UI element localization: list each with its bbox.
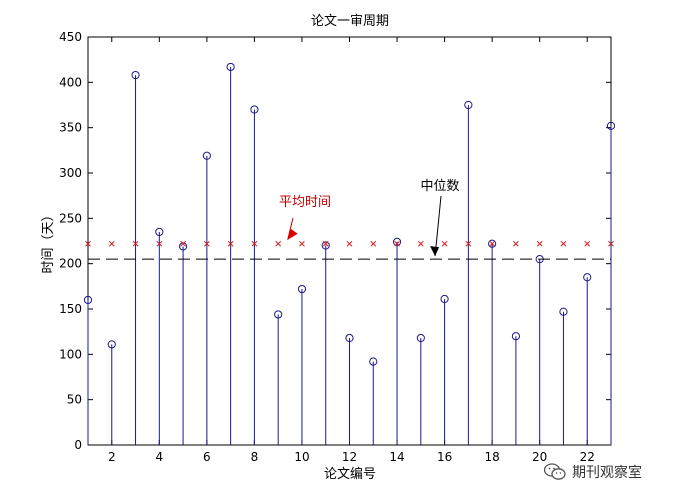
stem-marker <box>226 62 235 72</box>
stem-marker <box>250 105 259 114</box>
x-tick-label: 16 <box>437 450 452 464</box>
mean-marker <box>608 240 614 247</box>
mean-marker <box>417 240 424 247</box>
mean-marker <box>204 240 210 247</box>
mean-marker <box>584 240 591 247</box>
stem-marker <box>392 237 402 247</box>
y-tick-label: 250 <box>59 211 82 225</box>
mean-markers <box>85 240 614 247</box>
mean-arrow-line <box>287 217 294 240</box>
x-tick-label: 8 <box>251 450 259 464</box>
y-axis-label: 时间（天） <box>41 208 56 273</box>
x-tick-label: 12 <box>342 450 357 464</box>
mean-marker <box>394 240 400 247</box>
y-tick-label: 400 <box>59 75 82 89</box>
mean-marker <box>536 240 543 247</box>
stem-marker <box>345 333 354 343</box>
median-annotation: 中位数 <box>420 179 459 194</box>
mean-annotation: 平均时间 <box>279 195 331 210</box>
stem-marker <box>131 70 140 80</box>
x-tick-label: 10 <box>294 450 309 464</box>
annotations: 平均时间 中位数 <box>279 179 460 257</box>
stem-marker <box>107 340 116 349</box>
stem-marker <box>559 307 568 316</box>
y-tick-label: 50 <box>67 393 82 407</box>
x-tick-label: 20 <box>532 450 547 464</box>
stem-marker <box>83 295 93 305</box>
ticks: 0 50 100 150 200 250 300 350 400 450 2 4 6 8 10 12 14 16 1… <box>59 30 611 464</box>
stem-marker <box>416 333 425 343</box>
mean-marker <box>465 240 472 247</box>
mean-marker <box>513 240 519 247</box>
stem-marker <box>488 239 497 248</box>
x-tick-label: 22 <box>580 450 595 464</box>
mean-marker <box>227 240 234 247</box>
wechat-icon <box>544 463 566 480</box>
chart-title: 论文一审周期 <box>311 14 389 29</box>
y-tick-label: 350 <box>59 121 82 135</box>
mean-marker <box>560 240 567 247</box>
y-tick-label: 450 <box>59 30 82 44</box>
stem-marker <box>583 273 592 282</box>
median-arrow-line <box>434 195 442 257</box>
mean-marker <box>85 240 91 247</box>
stem-marker <box>274 310 283 319</box>
watermark-text: 期刊观察室 <box>572 465 642 481</box>
x-tick-label: 14 <box>389 450 404 464</box>
y-tick-label: 100 <box>59 347 82 361</box>
x-axis-label: 论文编号 <box>324 467 376 482</box>
x-tick-label: 4 <box>155 450 163 464</box>
y-tick-label: 300 <box>59 166 82 180</box>
mean-marker <box>275 240 282 247</box>
stem-marker <box>369 357 378 366</box>
mean-marker <box>251 240 258 247</box>
y-tick-label: 0 <box>74 438 82 452</box>
stem-marker <box>297 284 307 294</box>
watermark: 期刊观察室 <box>544 462 642 482</box>
y-tick-label: 150 <box>59 302 82 316</box>
stem-marker <box>155 227 164 237</box>
stem-marker <box>606 121 616 130</box>
mean-arrow-head <box>287 228 298 240</box>
stem-marker <box>178 242 188 251</box>
mean-marker <box>132 240 139 247</box>
stem-marker <box>202 151 211 160</box>
mean-marker <box>180 240 186 247</box>
stem-marker <box>511 332 521 341</box>
x-tick-label: 18 <box>484 450 499 464</box>
mean-marker <box>441 240 448 247</box>
mean-marker <box>299 240 305 247</box>
plot-area: 0 50 100 150 200 250 300 350 400 450 2 4 6 8 10 12 14 16 1… <box>59 30 616 464</box>
y-tick-label: 200 <box>59 257 82 271</box>
stems <box>83 62 616 445</box>
mean-marker <box>156 240 163 247</box>
stem-marker <box>321 241 330 250</box>
median-arrow-head <box>430 246 440 257</box>
mean-marker <box>370 240 377 247</box>
mean-marker <box>346 240 353 247</box>
mean-marker <box>489 240 495 247</box>
stem-marker <box>464 100 473 110</box>
stem-marker <box>440 294 449 304</box>
mean-marker <box>108 240 115 247</box>
x-tick-label: 6 <box>203 450 211 464</box>
x-tick-label: 2 <box>108 450 116 464</box>
mean-marker <box>322 240 329 247</box>
